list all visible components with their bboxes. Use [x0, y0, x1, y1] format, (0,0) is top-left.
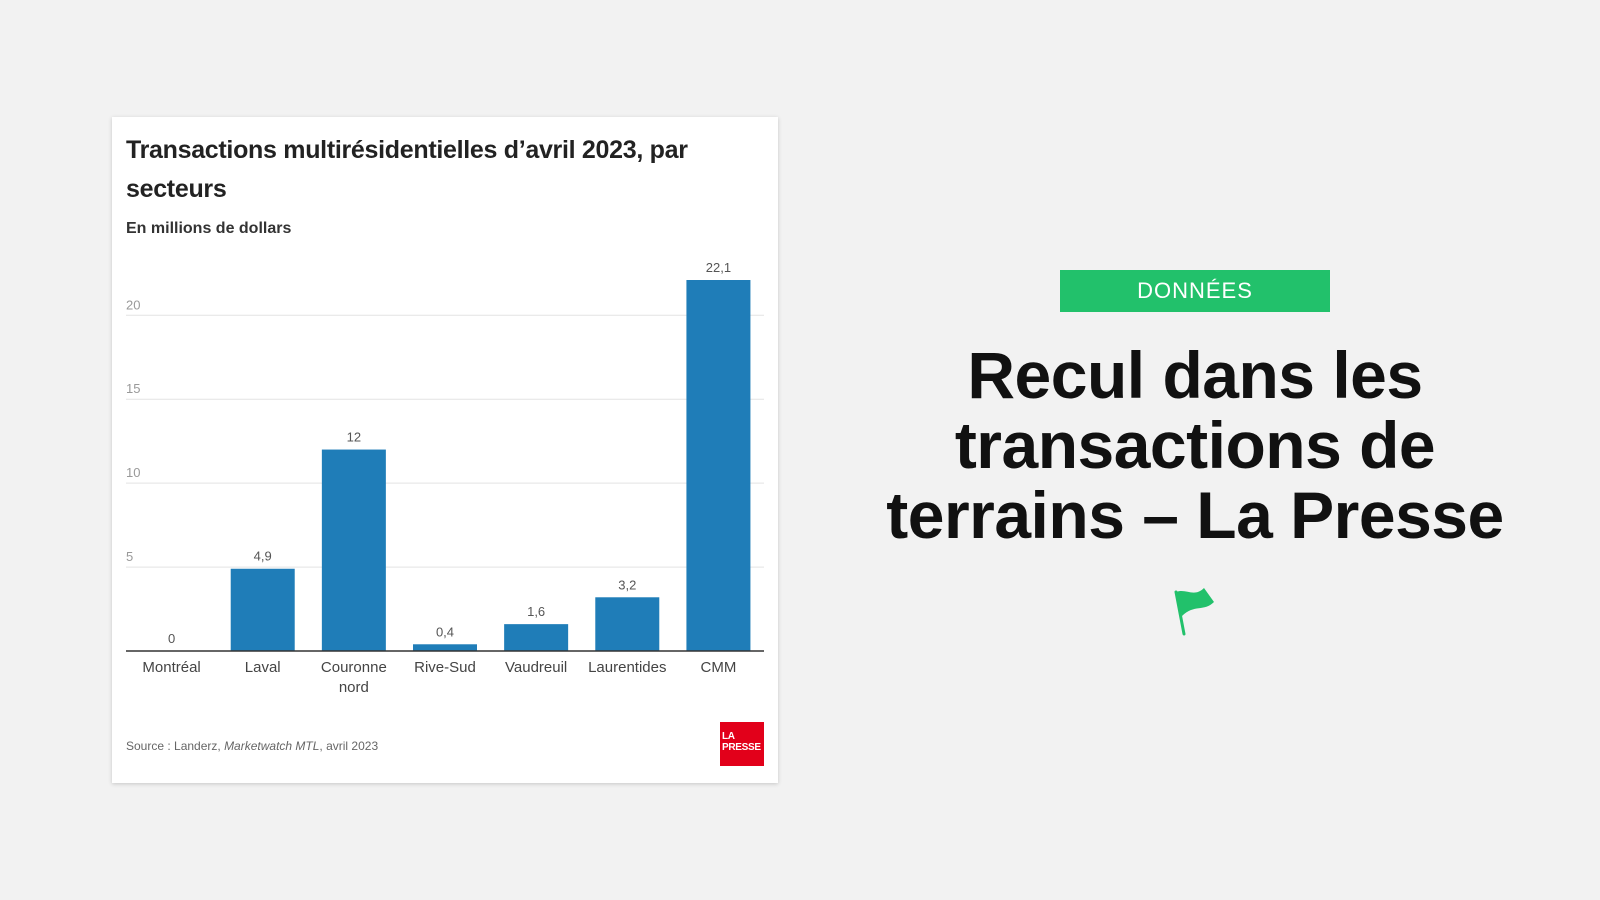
bar [413, 644, 477, 651]
section-badge: DONNÉES [1060, 270, 1330, 312]
x-tick-label: Rive-Sud [414, 659, 476, 676]
article-panel: DONNÉES Recul dans les transactions de t… [860, 270, 1530, 636]
y-tick-label: 15 [126, 381, 140, 396]
data-label: 3,2 [618, 577, 636, 592]
bar [321, 449, 386, 651]
flag-icon [1174, 588, 1214, 636]
data-label: 1,6 [527, 604, 545, 619]
headline: Recul dans les transactions de terrains … [886, 338, 1504, 552]
x-tick-label: Couronne [321, 659, 387, 676]
source-note: Source : Landerz, Marketwatch MTL, avril… [126, 739, 378, 753]
bar [504, 624, 569, 651]
bar-chart: 5 10 15 20 0 Montréal 4,9 Laval 12 Couronne nord 0,… [126, 260, 764, 696]
x-tick-label: CMM [701, 659, 737, 676]
source-suffix: , avril 2023 [319, 739, 379, 753]
la-presse-logo: LA PRESSE [720, 722, 764, 766]
data-label: 12 [347, 430, 361, 445]
x-tick-label: Vaudreuil [505, 659, 567, 676]
bar [686, 280, 751, 651]
logo-line-2: PRESSE [722, 742, 761, 753]
logo-line-1: LA [722, 731, 735, 742]
x-tick-label: nord [339, 679, 369, 696]
y-tick-label: 5 [126, 549, 133, 564]
data-label: 0 [168, 631, 175, 646]
chart-title: Transactions multirésidentielles d’avril… [126, 136, 688, 203]
x-tick-label: Laval [245, 659, 281, 676]
source-publication: Marketwatch MTL [224, 739, 320, 753]
y-tick-label: 20 [126, 297, 140, 312]
source-prefix: Source : Landerz, [126, 739, 225, 753]
x-tick-label: Laurentides [588, 659, 666, 676]
data-label: 22,1 [706, 260, 731, 275]
chart-card: Transactions multirésidentielles d’avril… [112, 117, 778, 783]
data-label: 4,9 [254, 549, 272, 564]
x-tick-label: Montréal [142, 659, 200, 676]
data-label: 0,4 [436, 624, 454, 639]
chart-subtitle: En millions de dollars [126, 220, 292, 237]
y-tick-label: 10 [126, 465, 140, 480]
bar [230, 568, 295, 651]
bar [595, 597, 660, 651]
